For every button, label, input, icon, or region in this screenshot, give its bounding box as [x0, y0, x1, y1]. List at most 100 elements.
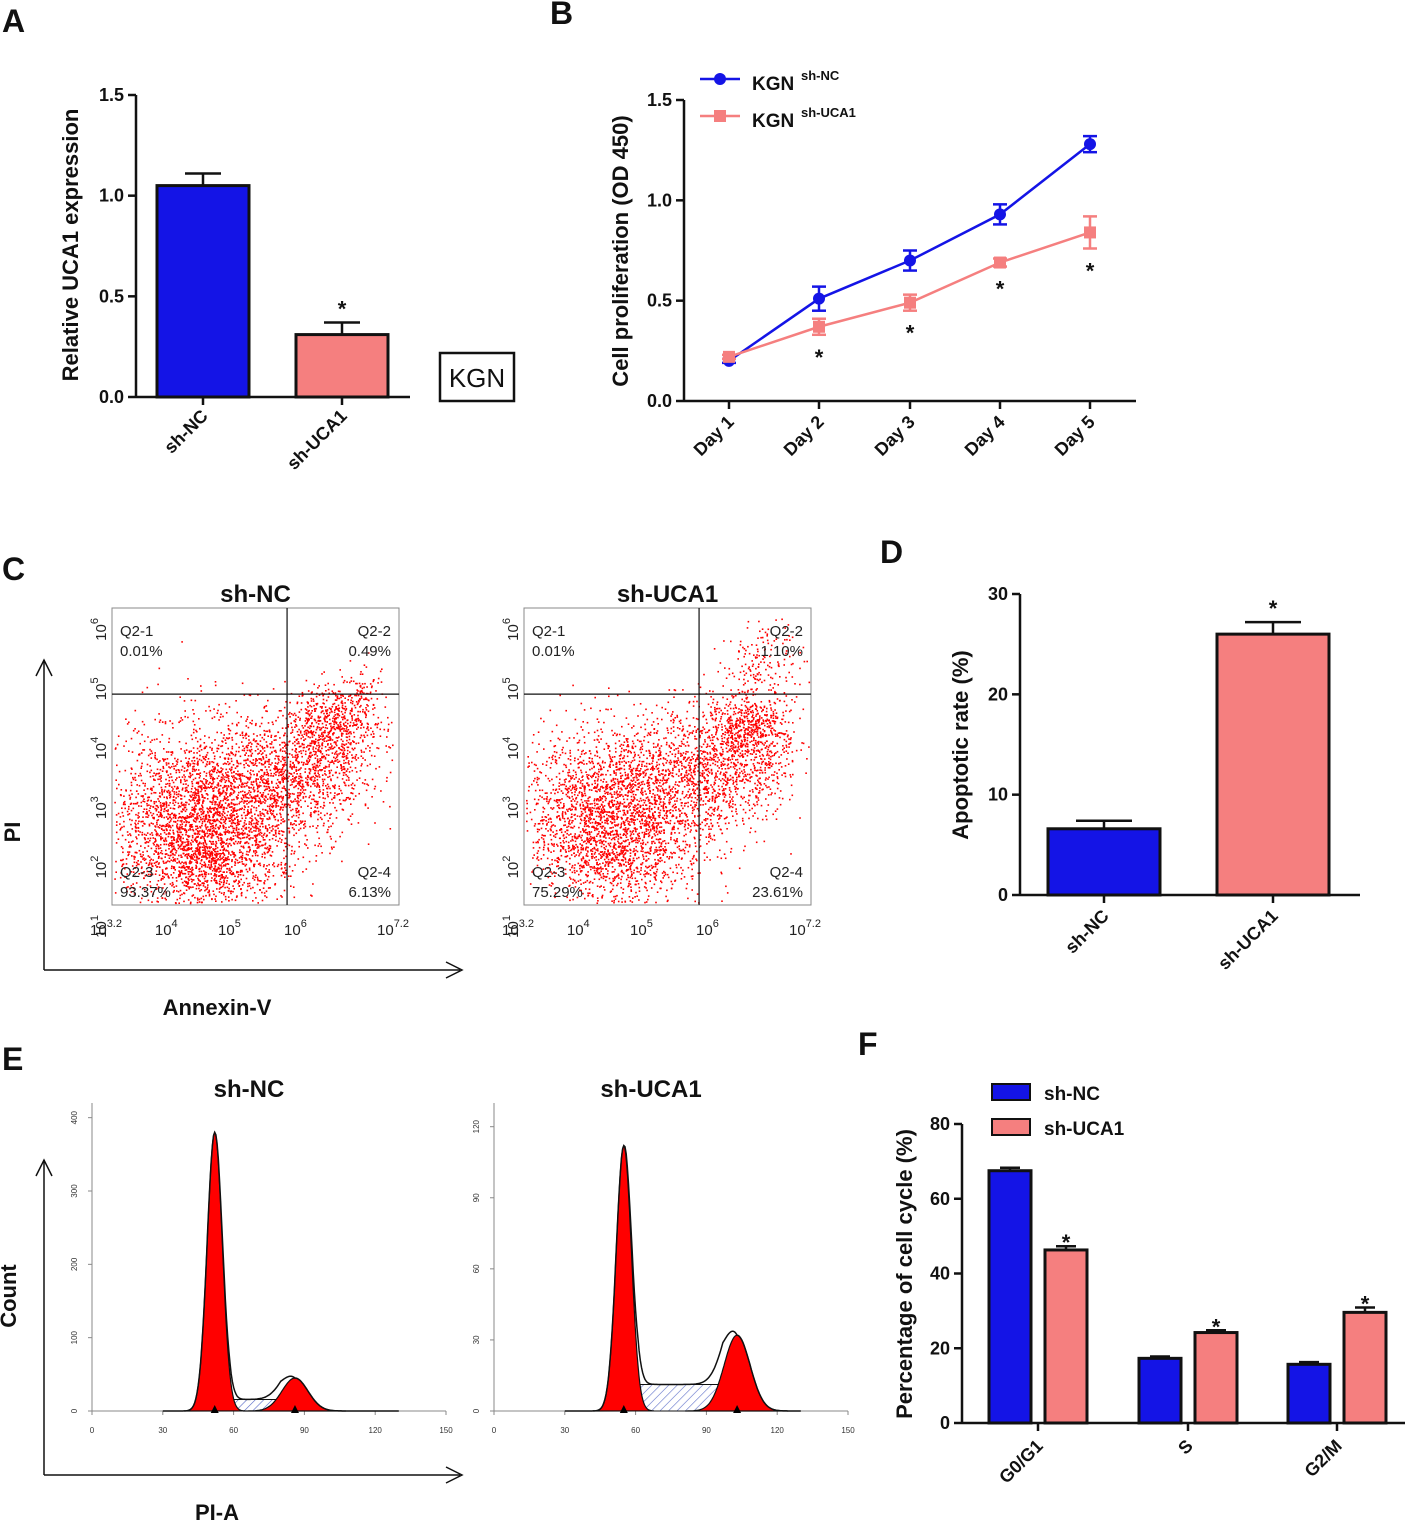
panel-c-dot: [118, 770, 121, 773]
panel-c-dot: [228, 804, 231, 806]
panel-c-dot: [274, 829, 277, 832]
panel-c-dot: [364, 698, 367, 701]
panel-c-dot: [200, 813, 203, 816]
panel-c-dot: [243, 805, 246, 807]
legend-label-sh-nc: KGN: [752, 74, 794, 95]
panel-c-dot: [299, 773, 302, 775]
panel-c-dot: [216, 750, 218, 753]
panel-c-dot: [254, 854, 257, 857]
panel-c-dot: [190, 874, 193, 876]
panel-c-dot: [245, 745, 248, 747]
panel-c-dot: [184, 790, 187, 792]
panel-c-dot: [261, 746, 264, 748]
panel-c-dot: [199, 816, 202, 819]
panel-c-dot: [289, 806, 291, 809]
legend-marker-sh-nc: [714, 73, 726, 85]
panel-c-dot: [183, 847, 185, 849]
panel-c-dot: [280, 819, 283, 821]
panel-c-dot: [137, 730, 140, 733]
panel-c-dot: [321, 706, 323, 708]
panel-c-dot: [380, 721, 383, 724]
panel-c-dot: [242, 783, 244, 786]
panel-c-dot: [326, 712, 328, 715]
panel-c-dot: [348, 695, 350, 698]
panel-c-dot: [154, 754, 156, 757]
panel-c-dot: [156, 843, 158, 846]
panel-c-dot: [273, 772, 276, 775]
panel-c-dot: [263, 773, 265, 776]
panel-c-dot: [300, 708, 303, 711]
panel-c-dot: [195, 840, 197, 842]
panel-c-dot: [165, 804, 168, 807]
panel-c-dot: [308, 772, 311, 775]
panel-c-dot: [198, 849, 201, 851]
panel-c-dot: [210, 811, 212, 813]
panel-c-dot: [164, 837, 167, 839]
panel-c-dot: [211, 769, 213, 771]
panel-c-dot: [254, 740, 257, 743]
panel-c-dot: [325, 710, 327, 713]
panel-c-dot: [252, 739, 255, 742]
panel-c-dot: [309, 736, 311, 739]
panel-c-dot: [253, 892, 256, 894]
panel-c-dot: [255, 850, 257, 852]
panel-c-dot: [184, 854, 186, 857]
panel-c-dot: [204, 823, 207, 826]
panel-c-dot: [204, 850, 207, 852]
panel-c-dot: [231, 736, 233, 739]
panel-c-dot: [227, 761, 229, 763]
panel-c-dot: [180, 840, 182, 842]
panel-c-dot: [297, 809, 300, 812]
panel-c-dot: [359, 691, 362, 694]
panel-c-dot: [265, 890, 268, 893]
panel-c-dot: [221, 813, 223, 815]
panel-c-dot: [208, 893, 211, 896]
panel-c-dot: [262, 887, 265, 889]
panel-c-dot: [339, 729, 341, 731]
panel-c-dot: [227, 724, 230, 727]
panel-c-dot: [213, 778, 216, 780]
panel-c-dot: [214, 739, 216, 741]
panel-c-dot: [218, 719, 220, 721]
panel-c-dot: [159, 795, 161, 798]
panel-c-dot: [255, 782, 258, 785]
panel-c-dot: [157, 778, 159, 781]
panel-c-dot: [216, 810, 219, 812]
panel-c-dot: [334, 714, 337, 716]
panel-c-dot: [355, 742, 357, 745]
panel-c-dot: [273, 796, 276, 799]
panel-c-dot: [156, 738, 158, 740]
panel-c-dot: [264, 799, 266, 802]
panel-c-dot: [318, 745, 321, 748]
panel-c-dot: [249, 776, 251, 779]
panel-c-dot: [220, 886, 223, 889]
panel-c-dot: [180, 748, 182, 750]
panel-c-dot: [175, 841, 178, 844]
panel-c-dot: [328, 723, 331, 725]
panel-c-dot: [194, 896, 196, 899]
panel-c-dot: [210, 852, 213, 855]
panel-c-dot: [191, 855, 193, 858]
panel-c-dot: [219, 771, 221, 774]
panel-c-dot: [275, 766, 278, 768]
panel-c-dot: [189, 875, 192, 878]
panel-c-dot: [333, 715, 335, 718]
panel-c-dot: [210, 836, 213, 839]
panel-c-dot: [195, 887, 198, 890]
panel-c-dot: [181, 865, 184, 868]
panel-c-dot: [309, 704, 311, 707]
panel-c-dot: [301, 734, 303, 736]
panel-b-legend: KGN sh-NC KGN sh-UCA1: [700, 68, 856, 132]
panel-c-dot: [180, 779, 182, 781]
panel-c-dot: [235, 829, 238, 832]
panel-c-dot: [232, 753, 235, 756]
panel-c-dot: [211, 830, 214, 832]
panel-c-dot: [274, 831, 277, 834]
panel-c-dot: [186, 882, 188, 884]
panel-c-dot: [195, 768, 197, 771]
panel-c-dot: [177, 795, 180, 798]
panel-c-dot: [168, 737, 171, 740]
panel-c-dot: [336, 793, 338, 796]
panel-c-dot: [183, 806, 186, 809]
panel-c-dot: [339, 724, 342, 726]
